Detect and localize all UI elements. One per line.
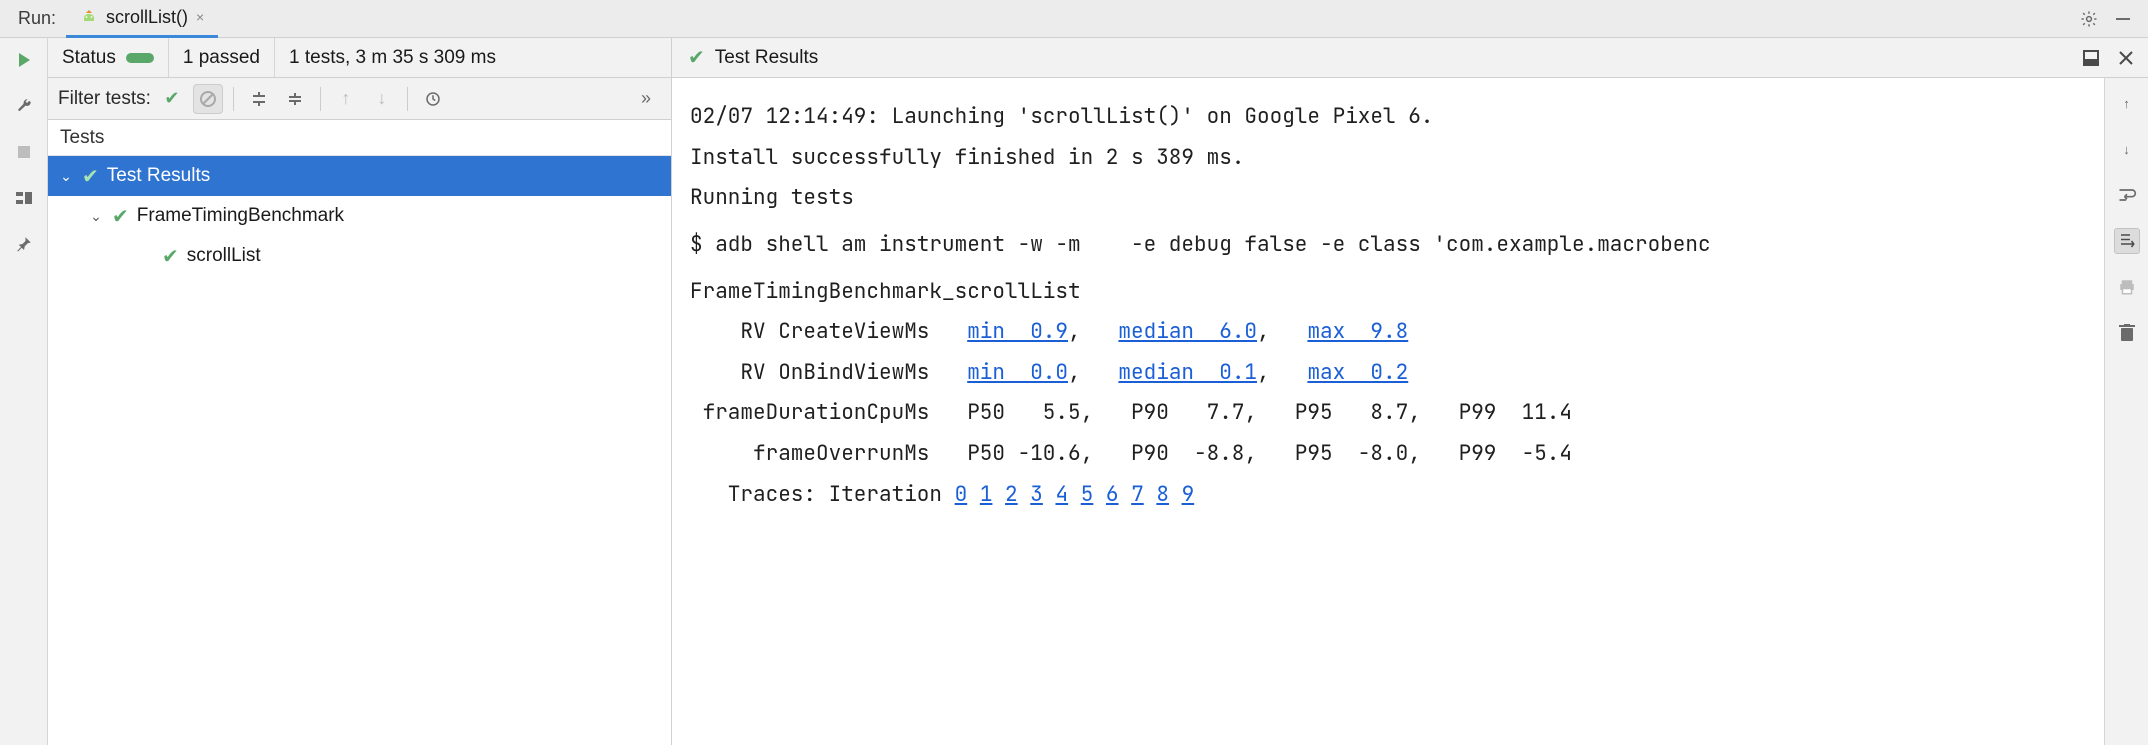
trace-iteration-link[interactable]: 9 [1182,481,1195,508]
print-icon[interactable] [2114,274,2140,300]
check-icon: ✔ [688,45,705,70]
run-config-tab[interactable]: scrollList() × [66,0,218,38]
run-tool-topbar: Run: scrollList() × [0,0,2148,38]
trace-iteration-link[interactable]: 4 [1055,481,1068,508]
rerun-icon[interactable] [12,48,36,72]
console-line: frameOverrunMs P50 -10.6, P90 -8.8, P95 … [690,437,2104,478]
close-tab-icon[interactable]: × [196,9,204,25]
traces-label: Traces: Iteration [690,481,955,508]
console-line: RV CreateViewMs min 0.9, median 6.0, max… [690,315,2104,356]
tree-node-class[interactable]: ⌄ ✔ FrameTimingBenchmark [48,196,671,236]
android-test-icon [80,8,98,26]
wrench-icon[interactable] [12,94,36,118]
tree-node-method[interactable]: ✔ scrollList [48,236,671,276]
summary-text: 1 tests, 3 m 35 s 309 ms [289,47,496,69]
median-link[interactable]: median 0.1 [1118,359,1257,386]
trace-iteration-link[interactable]: 7 [1131,481,1144,508]
sep: , [1257,359,1307,386]
separator [407,87,408,111]
console-pane: 02/07 12:14:49: Launching 'scrollList()'… [672,78,2148,745]
status-passed: 1 passed [169,38,275,77]
collapse-all-icon[interactable] [280,84,310,114]
pin-icon[interactable] [12,232,36,256]
status-pill-pass-icon [126,53,154,63]
show-ignored-icon[interactable] [193,84,223,114]
status-segment: Status [48,38,169,77]
metric-label: RV OnBindViewMs [690,359,967,386]
scroll-down-icon[interactable]: ↓ [2114,136,2140,162]
prev-failed-icon[interactable]: ↑ [331,84,361,114]
tab-label: scrollList() [106,7,188,28]
trace-iteration-link[interactable]: 0 [955,481,968,508]
check-icon: ✔ [82,164,99,189]
median-link[interactable]: median 6.0 [1118,318,1257,345]
filter-label: Filter tests: [58,88,151,110]
max-link[interactable]: max 0.2 [1307,359,1408,386]
history-icon[interactable] [418,84,448,114]
check-icon: ✔ [112,204,129,229]
check-icon: ✔ [162,244,179,269]
status-summary: 1 tests, 3 m 35 s 309 ms [275,38,671,77]
console-line: Running tests [690,181,2104,222]
tests-header-label: Tests [60,127,104,149]
console-line: Traces: Iteration 0 1 2 3 4 5 6 7 8 9 [690,478,2104,519]
console-output[interactable]: 02/07 12:14:49: Launching 'scrollList()'… [672,78,2104,745]
max-link[interactable]: max 9.8 [1307,318,1408,345]
tree-label: scrollList [187,245,261,267]
min-link[interactable]: min 0.9 [967,318,1068,345]
min-link[interactable]: min 0.0 [967,359,1068,386]
tree-label: Test Results [107,165,210,187]
metric-label: RV CreateViewMs [690,318,967,345]
results-breadcrumb-label: Test Results [715,47,818,69]
console-line: $ adb shell am instrument -w -m -e debug… [690,228,2104,269]
trace-iteration-link[interactable]: 5 [1081,481,1094,508]
expand-all-icon[interactable] [244,84,274,114]
console-line: FrameTimingBenchmark_scrollList [690,275,2104,316]
console-line: 02/07 12:14:49: Launching 'scrollList()'… [690,100,2104,141]
layout-icon[interactable] [12,186,36,210]
trace-iteration-link[interactable]: 8 [1156,481,1169,508]
chevron-down-icon[interactable]: ⌄ [88,208,104,225]
trash-icon[interactable] [2114,320,2140,346]
tree-node-root[interactable]: ⌄ ✔ Test Results [48,156,671,196]
chevron-down-icon[interactable]: ⌄ [58,168,74,185]
tests-pane: Filter tests: ✔ ↑ [48,78,672,745]
test-tree: ⌄ ✔ Test Results ⌄ ✔ FrameTimingBenchmar… [48,156,671,276]
minimize-icon[interactable] [2112,8,2134,30]
status-label: Status [62,47,116,69]
separator [320,87,321,111]
console-line: Install successfully finished in 2 s 389… [690,141,2104,182]
run-label: Run: [8,8,66,29]
status-row: Status 1 passed 1 tests, 3 m 35 s 309 ms… [48,38,2148,78]
console-line: frameDurationCpuMs P50 5.5, P90 7.7, P95… [690,396,2104,437]
sep: , [1068,318,1118,345]
separator [233,87,234,111]
trace-iteration-link[interactable]: 6 [1106,481,1119,508]
soft-wrap-icon[interactable] [2114,182,2140,208]
trace-iteration-link[interactable]: 3 [1030,481,1043,508]
next-failed-icon[interactable]: ↓ [367,84,397,114]
sep: , [1257,318,1307,345]
console-line: RV OnBindViewMs min 0.0, median 0.1, max… [690,356,2104,397]
scroll-up-icon[interactable]: ↑ [2114,90,2140,116]
settings-icon[interactable] [2078,8,2100,30]
left-action-gutter [0,38,48,745]
tests-column-header: Tests [48,120,671,156]
window-mode-icon[interactable] [2082,49,2100,67]
passed-count: 1 passed [183,47,260,69]
tree-label: FrameTimingBenchmark [137,205,344,227]
show-passed-icon[interactable]: ✔ [157,84,187,114]
right-action-gutter: ↑ ↓ [2104,78,2148,745]
trace-iteration-link[interactable]: 2 [1005,481,1018,508]
stop-icon[interactable] [12,140,36,164]
scroll-to-end-icon[interactable] [2114,228,2140,254]
breadcrumb: ✔ Test Results [672,45,834,70]
trace-iteration-link[interactable]: 1 [980,481,993,508]
sep: , [1068,359,1118,386]
more-icon[interactable]: » [631,84,661,114]
close-panel-icon[interactable] [2118,50,2134,66]
filter-toolbar: Filter tests: ✔ ↑ [48,78,671,120]
